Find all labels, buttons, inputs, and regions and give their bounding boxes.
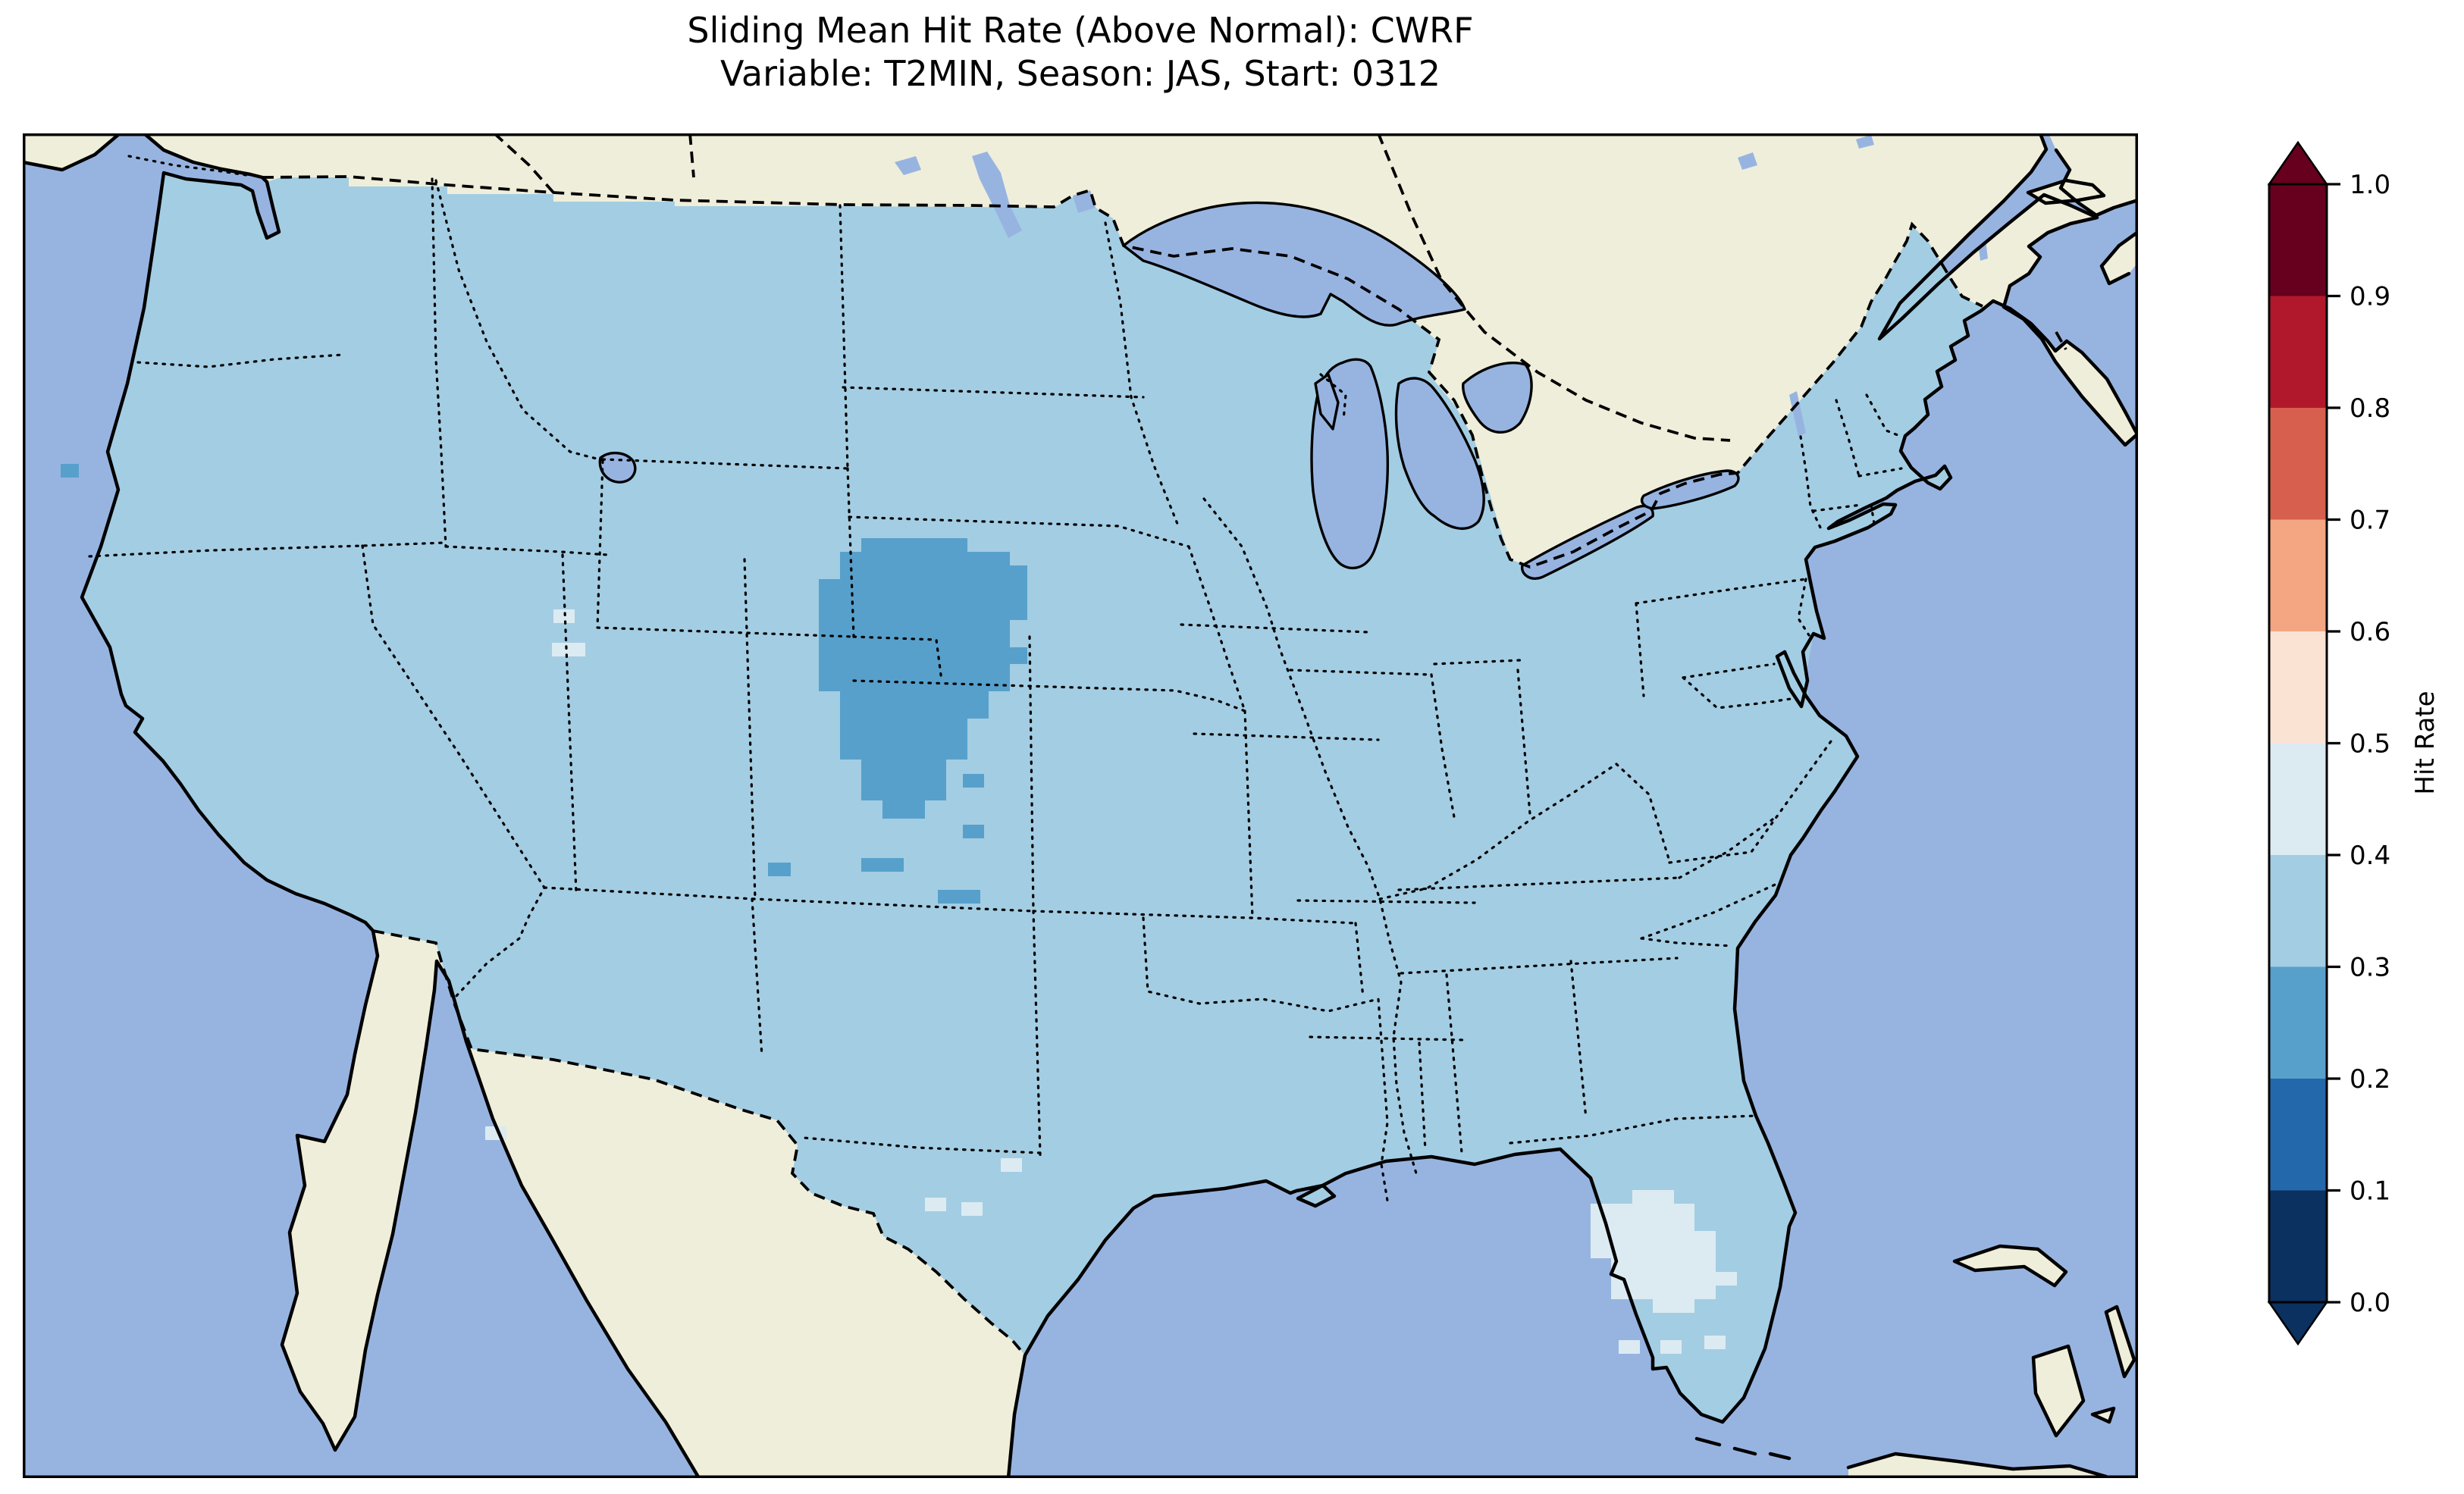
nb-ns-border: [2055, 331, 2067, 350]
low-patch-main: [819, 538, 1027, 819]
florida-high-patch: [1591, 1190, 1737, 1313]
tick-0.4: 0.4: [2350, 841, 2390, 871]
lake-erie: [1520, 504, 1654, 580]
colorbar-upper-arrow: [2267, 140, 2329, 186]
colorbar-ticks: [2327, 183, 2340, 1304]
cb-seg-4: [2269, 631, 2327, 744]
lake-winnipeg: [972, 152, 1022, 238]
lake-manitoba: [895, 156, 921, 175]
color-scale: [2267, 140, 2329, 1346]
pei-coast: [2026, 178, 2106, 205]
gulf-atlantic-canada-coast: [1006, 133, 2138, 1478]
quebec-shore-coast: [2054, 148, 2138, 218]
high-cell: [553, 609, 575, 623]
title-line-1: Sliding Mean Hit Rate (Above Normal): CW…: [687, 10, 1474, 51]
cb-seg-0: [2269, 184, 2327, 296]
lake-of-the-woods: [1073, 190, 1096, 213]
coastlines: [23, 133, 2138, 1478]
cuba-partial: [1848, 1454, 2106, 1478]
vancouver-island: [23, 133, 120, 170]
lake-superior: [1122, 201, 1466, 327]
cb-seg-5: [2269, 743, 2327, 855]
alberta-sask-border: [688, 133, 695, 178]
florida-keys: [1694, 1436, 1792, 1461]
cb-seg-6: [2269, 855, 2327, 967]
lake-nipigon: [1252, 209, 1277, 230]
small-bahama-cay: [2093, 1408, 2114, 1422]
cape-breton-coast: [2099, 230, 2138, 286]
title-line-2: Variable: T2MIN, Season: JAS, Start: 031…: [720, 53, 1440, 94]
small-lakes: [895, 135, 1988, 437]
colorbar-axis-label: Hit Rate: [2410, 691, 2440, 794]
tick-0.5: 0.5: [2350, 729, 2390, 760]
tick-0.8: 0.8: [2350, 393, 2390, 424]
bahamas-coast: [1952, 1244, 2136, 1438]
strait-maritime-border: [127, 155, 253, 177]
cb-seg-8: [2269, 1079, 2327, 1191]
low-cell-ca-coast: [61, 464, 79, 478]
tick-0.2: 0.2: [2350, 1064, 2390, 1095]
quebec-lake: [1738, 152, 1757, 170]
colorbar-tick-labels: 1.0 0.9 0.8 0.7 0.6 0.5 0.4 0.3 0.2 0.1 …: [2350, 170, 2390, 1318]
map-frame: [23, 133, 2138, 1478]
cb-seg-1: [2269, 296, 2327, 408]
us-mexico-border: [372, 929, 1027, 1357]
low-cell: [768, 863, 791, 876]
cb-seg-2: [2269, 408, 2327, 520]
low-cell: [861, 858, 904, 872]
tick-1.0: 1.0: [2350, 170, 2390, 200]
map-plot-area: [23, 133, 2138, 1478]
cb-seg-3: [2269, 519, 2327, 631]
quebec-lake-2: [1856, 135, 1874, 149]
high-plains-low-patch: [61, 464, 1027, 904]
cb-seg-9: [2269, 1190, 2327, 1302]
green-bay: [1314, 373, 1340, 431]
high-cell: [1619, 1340, 1640, 1354]
high-cell: [552, 643, 585, 656]
lakes: [598, 201, 1740, 580]
eleuthera-island: [2106, 1307, 2134, 1377]
low-cell: [938, 890, 980, 904]
bc-alberta-border: [493, 133, 555, 194]
tick-0.3: 0.3: [2350, 953, 2390, 983]
tick-0.0: 0.0: [2350, 1288, 2390, 1318]
grand-bahama-abaco: [1955, 1246, 2066, 1286]
international-borders: [262, 133, 2067, 1357]
colorbar-lower-arrow: [2267, 1301, 2329, 1346]
high-cell: [1001, 1158, 1022, 1172]
low-cell: [963, 774, 984, 788]
ontario-quebec-border: [1377, 133, 1731, 442]
high-cell: [1660, 1340, 1682, 1354]
pacific-baja-coast: [80, 133, 701, 1478]
tick-0.7: 0.7: [2350, 506, 2390, 536]
state-borders: [88, 155, 1903, 1202]
georgian-bay: [1462, 362, 1533, 434]
us-canada-border: [262, 175, 1983, 569]
tick-0.6: 0.6: [2350, 617, 2390, 647]
tick-0.1: 0.1: [2350, 1176, 2390, 1207]
lake-huron: [1394, 377, 1485, 530]
low-cell: [963, 825, 984, 838]
lake-ontario: [1640, 469, 1740, 510]
cuba-coast: [1846, 1452, 2108, 1478]
cape-breton-island: [2102, 232, 2138, 283]
cb-seg-7: [2269, 966, 2327, 1079]
high-cell: [961, 1202, 983, 1216]
high-cell: [925, 1198, 946, 1211]
great-salt-lake: [598, 452, 637, 484]
high-cell: [1704, 1336, 1726, 1349]
lake-champlain: [1789, 391, 1806, 437]
tick-0.9: 0.9: [2350, 282, 2390, 312]
vancouver-island-coast: [23, 133, 122, 172]
figure-title: Sliding Mean Hit Rate (Above Normal): CW…: [23, 9, 2138, 96]
colorbar: 1.0 0.9 0.8 0.7 0.6 0.5 0.4 0.3 0.2 0.1 …: [2267, 140, 2440, 1346]
